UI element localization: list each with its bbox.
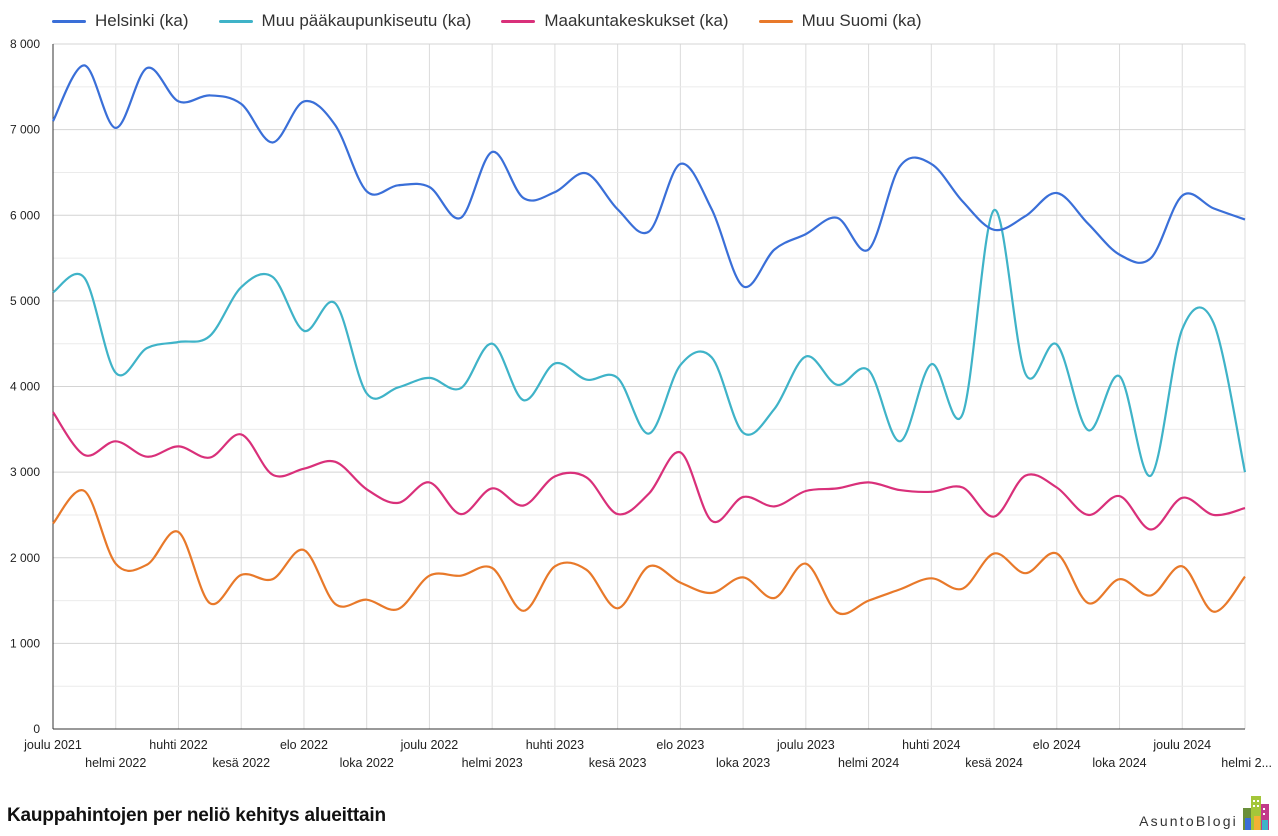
x-tick-label: loka 2023 <box>716 756 770 770</box>
brand-logo: AsuntoBlogi <box>1139 790 1270 830</box>
x-tick-label: loka 2024 <box>1092 756 1146 770</box>
legend-item: Muu pääkaupunkiseutu (ka) <box>218 11 472 31</box>
y-tick-label: 4 000 <box>10 380 40 394</box>
x-tick-label: helmi 2023 <box>462 756 523 770</box>
legend-label: Maakuntakeskukset (ka) <box>544 11 729 30</box>
chart-title: Kauppahintojen per neliö kehitys alueitt… <box>7 805 386 826</box>
series-line <box>52 489 1246 616</box>
x-tick-label: huhti 2023 <box>526 738 584 752</box>
y-tick-label: 0 <box>33 722 40 736</box>
legend-label: Muu pääkaupunkiseutu (ka) <box>261 11 472 30</box>
x-tick-label: joulu 2021 <box>23 738 82 752</box>
series-line <box>52 208 1247 477</box>
y-axis: 0 1 000 2 000 3 000 4 000 5 000 6 000 7 000 8 00… <box>10 37 54 736</box>
buildings-icon <box>1243 796 1269 830</box>
series-lines <box>52 64 1247 616</box>
horizontal-gridlines <box>53 43 1245 687</box>
legend-swatch <box>501 19 536 23</box>
x-tick-label: joulu 2023 <box>776 738 835 752</box>
y-tick-label: 3 000 <box>10 465 40 479</box>
x-tick-label: helmi 2022 <box>85 756 146 770</box>
x-tick-label: joulu 2024 <box>1152 738 1211 752</box>
legend-swatch <box>218 19 253 23</box>
y-tick-label: 5 000 <box>10 294 40 308</box>
legend-item: Maakuntakeskukset (ka) <box>501 11 729 31</box>
y-tick-label: 2 000 <box>10 551 40 565</box>
x-tick-label: kesä 2024 <box>965 756 1023 770</box>
x-tick-label: kesä 2023 <box>589 756 647 770</box>
x-tick-label: huhti 2024 <box>902 738 960 752</box>
x-tick-label: joulu 2022 <box>400 738 459 752</box>
y-tick-label: 6 000 <box>10 208 40 222</box>
x-tick-label: elo 2022 <box>280 738 328 752</box>
series-line <box>52 411 1246 531</box>
legend-label: Helsinki (ka) <box>95 11 189 30</box>
x-tick-label: helmi 2024 <box>838 756 899 770</box>
x-tick-label: elo 2023 <box>656 738 704 752</box>
x-tick-label: elo 2024 <box>1033 738 1081 752</box>
x-tick-label: loka 2022 <box>340 756 394 770</box>
x-tick-label: helmi 2... <box>1221 756 1272 770</box>
y-tick-label: 8 000 <box>10 37 40 51</box>
legend-swatch <box>52 19 86 23</box>
y-tick-label: 1 000 <box>10 636 40 650</box>
brand-name: AsuntoBlogi <box>1139 813 1238 829</box>
y-tick-label: 7 000 <box>10 123 40 137</box>
legend-item: Muu Suomi (ka) <box>758 11 922 31</box>
series-line <box>52 64 1246 289</box>
x-tick-label: huhti 2022 <box>149 738 207 752</box>
x-tick-label: kesä 2022 <box>212 756 270 770</box>
legend-label: Muu Suomi (ka) <box>801 11 922 30</box>
legend-swatch <box>758 19 793 23</box>
x-axis: joulu 2021 huhti 2022 elo 2022 joulu 2022 hu… <box>23 728 1272 770</box>
legend: Helsinki (ka) Muu pääkaupunkiseutu (ka) Ma… <box>52 8 922 34</box>
legend-item: Helsinki (ka) <box>52 11 189 31</box>
